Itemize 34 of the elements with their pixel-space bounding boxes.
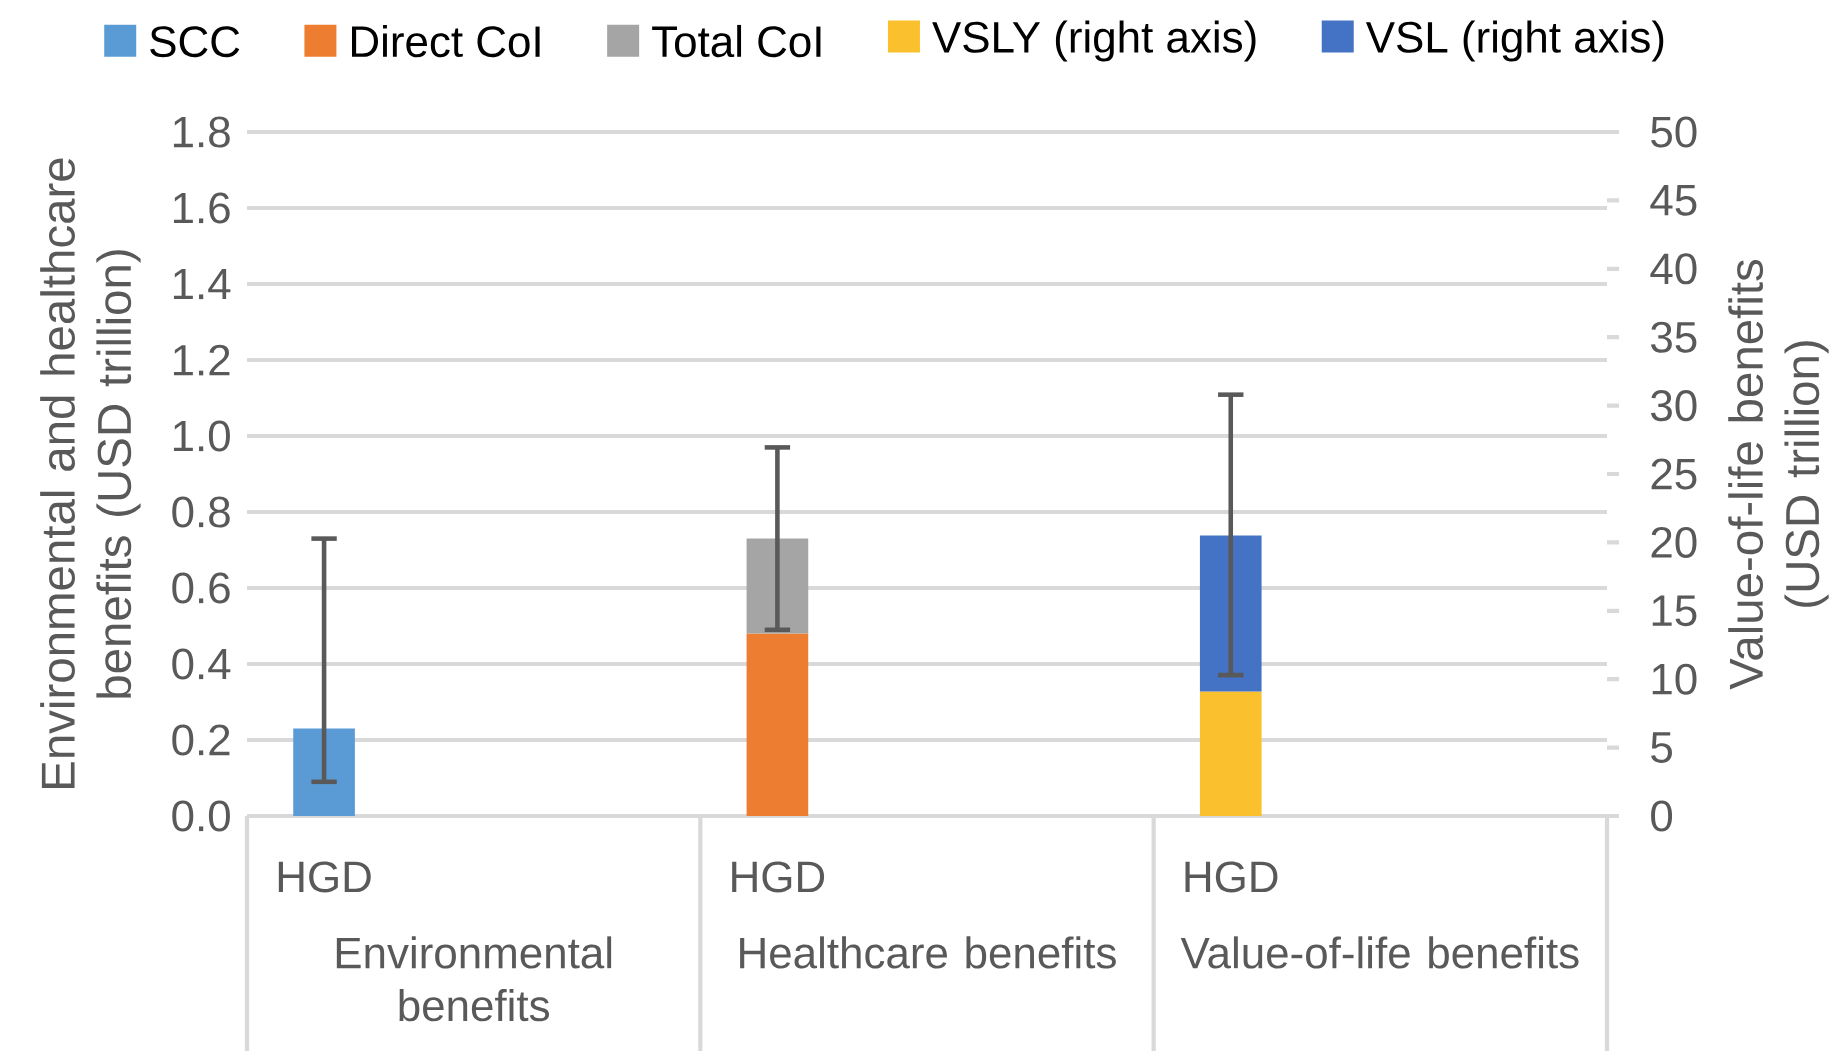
y2-tick-label: 50: [1651, 116, 1697, 148]
y-tick-label: 1.0: [173, 420, 230, 452]
legend-label: Total CoI: [652, 24, 821, 58]
text: Environmental benefits: [336, 936, 612, 1022]
x-tick-label: HGD: [1185, 861, 1278, 893]
y-tick-label: 0.8: [172, 496, 230, 528]
y2-tick-label: 40: [1650, 253, 1697, 285]
y2-tick-label: 45: [1650, 185, 1697, 216]
y2-tick-label: 35: [1651, 321, 1697, 353]
y-tick-label: 0.0: [172, 800, 230, 832]
y-tick-label: 0.6: [172, 572, 230, 604]
y2-tick-label: 30: [1651, 390, 1697, 422]
y-tick-label: 1.4: [173, 268, 231, 300]
y2-tick-label: 25: [1651, 458, 1697, 490]
legend-label: SCC: [150, 26, 240, 58]
y-axis-title: Environmental and healthcare benefits (USD trillion): [40, 158, 141, 788]
y-tick-label: 0.4: [172, 648, 231, 680]
text: Healthcare benefits: [740, 936, 1116, 969]
y-tick-label: 1.6: [173, 192, 230, 224]
legend-label: Direct CoI: [351, 24, 540, 58]
y2-tick-label: 20: [1651, 526, 1697, 558]
y-tick-label: 1.8: [173, 116, 230, 148]
y2-tick-label: 15: [1652, 595, 1697, 627]
y-tick-label: 0.2: [172, 724, 230, 756]
legend-label: VSLY (right axis): [932, 20, 1256, 62]
y2-tick-label: 0: [1651, 800, 1673, 832]
y-tick-label: 1.2: [173, 344, 230, 376]
x-tick-label: HGD: [732, 861, 825, 893]
x-tick-label: HGD: [278, 861, 371, 893]
y2-tick-label: 5: [1651, 732, 1672, 763]
y2-tick-label: 10: [1652, 663, 1697, 695]
y2-axis-title: Value-of-life benefits (USD trillion): [1728, 259, 1829, 690]
text: Value-of-life benefits: [1180, 936, 1579, 969]
legend-label: VSL (right axis): [1365, 20, 1664, 62]
